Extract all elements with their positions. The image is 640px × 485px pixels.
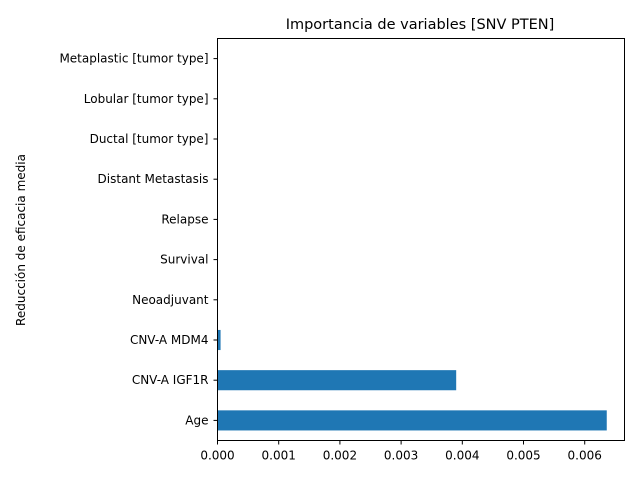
x-axis-ticks: 0.000 0.001 0.002 0.003 0.004 0.005 0.006 [200,440,602,463]
y-axis-label: Reducción de eficacia media [14,154,28,326]
y-tick-label: Survival [160,253,208,267]
chart-title: Importancia de variables [SNV PTEN] [286,17,555,33]
x-tick-label: 0.001 [262,449,296,463]
y-tick-label: Lobular [tumor type] [84,92,209,106]
bar-cnv-a-mdm4 [217,329,221,351]
y-tick-label: Relapse [161,212,208,226]
x-tick-label: 0.000 [200,449,234,463]
x-tick-label: 0.002 [323,449,357,463]
x-tick-label: 0.006 [568,449,602,463]
bars-group [217,329,607,431]
y-tick-label: Age [185,413,208,427]
y-tick-label: CNV-A IGF1R [132,373,209,387]
x-tick-label: 0.003 [384,449,418,463]
plot-frame [217,38,625,441]
y-tick-label: Metaplastic [tumor type] [59,52,208,66]
y-tick-label: CNV-A MDM4 [130,333,209,347]
x-tick-label: 0.004 [445,449,479,463]
y-tick-label: Distant Metastasis [98,172,209,186]
bar-cnv-a-igf1r [217,370,457,391]
bar-age [217,410,607,431]
y-tick-label: Neoadjuvant [132,293,209,307]
y-tick-label: Ductal [tumor type] [90,132,209,146]
x-tick-label: 0.005 [506,449,540,463]
y-axis-ticks: Age CNV-A IGF1R CNV-A MDM4 Neoadjuvant Survi… [59,52,218,427]
